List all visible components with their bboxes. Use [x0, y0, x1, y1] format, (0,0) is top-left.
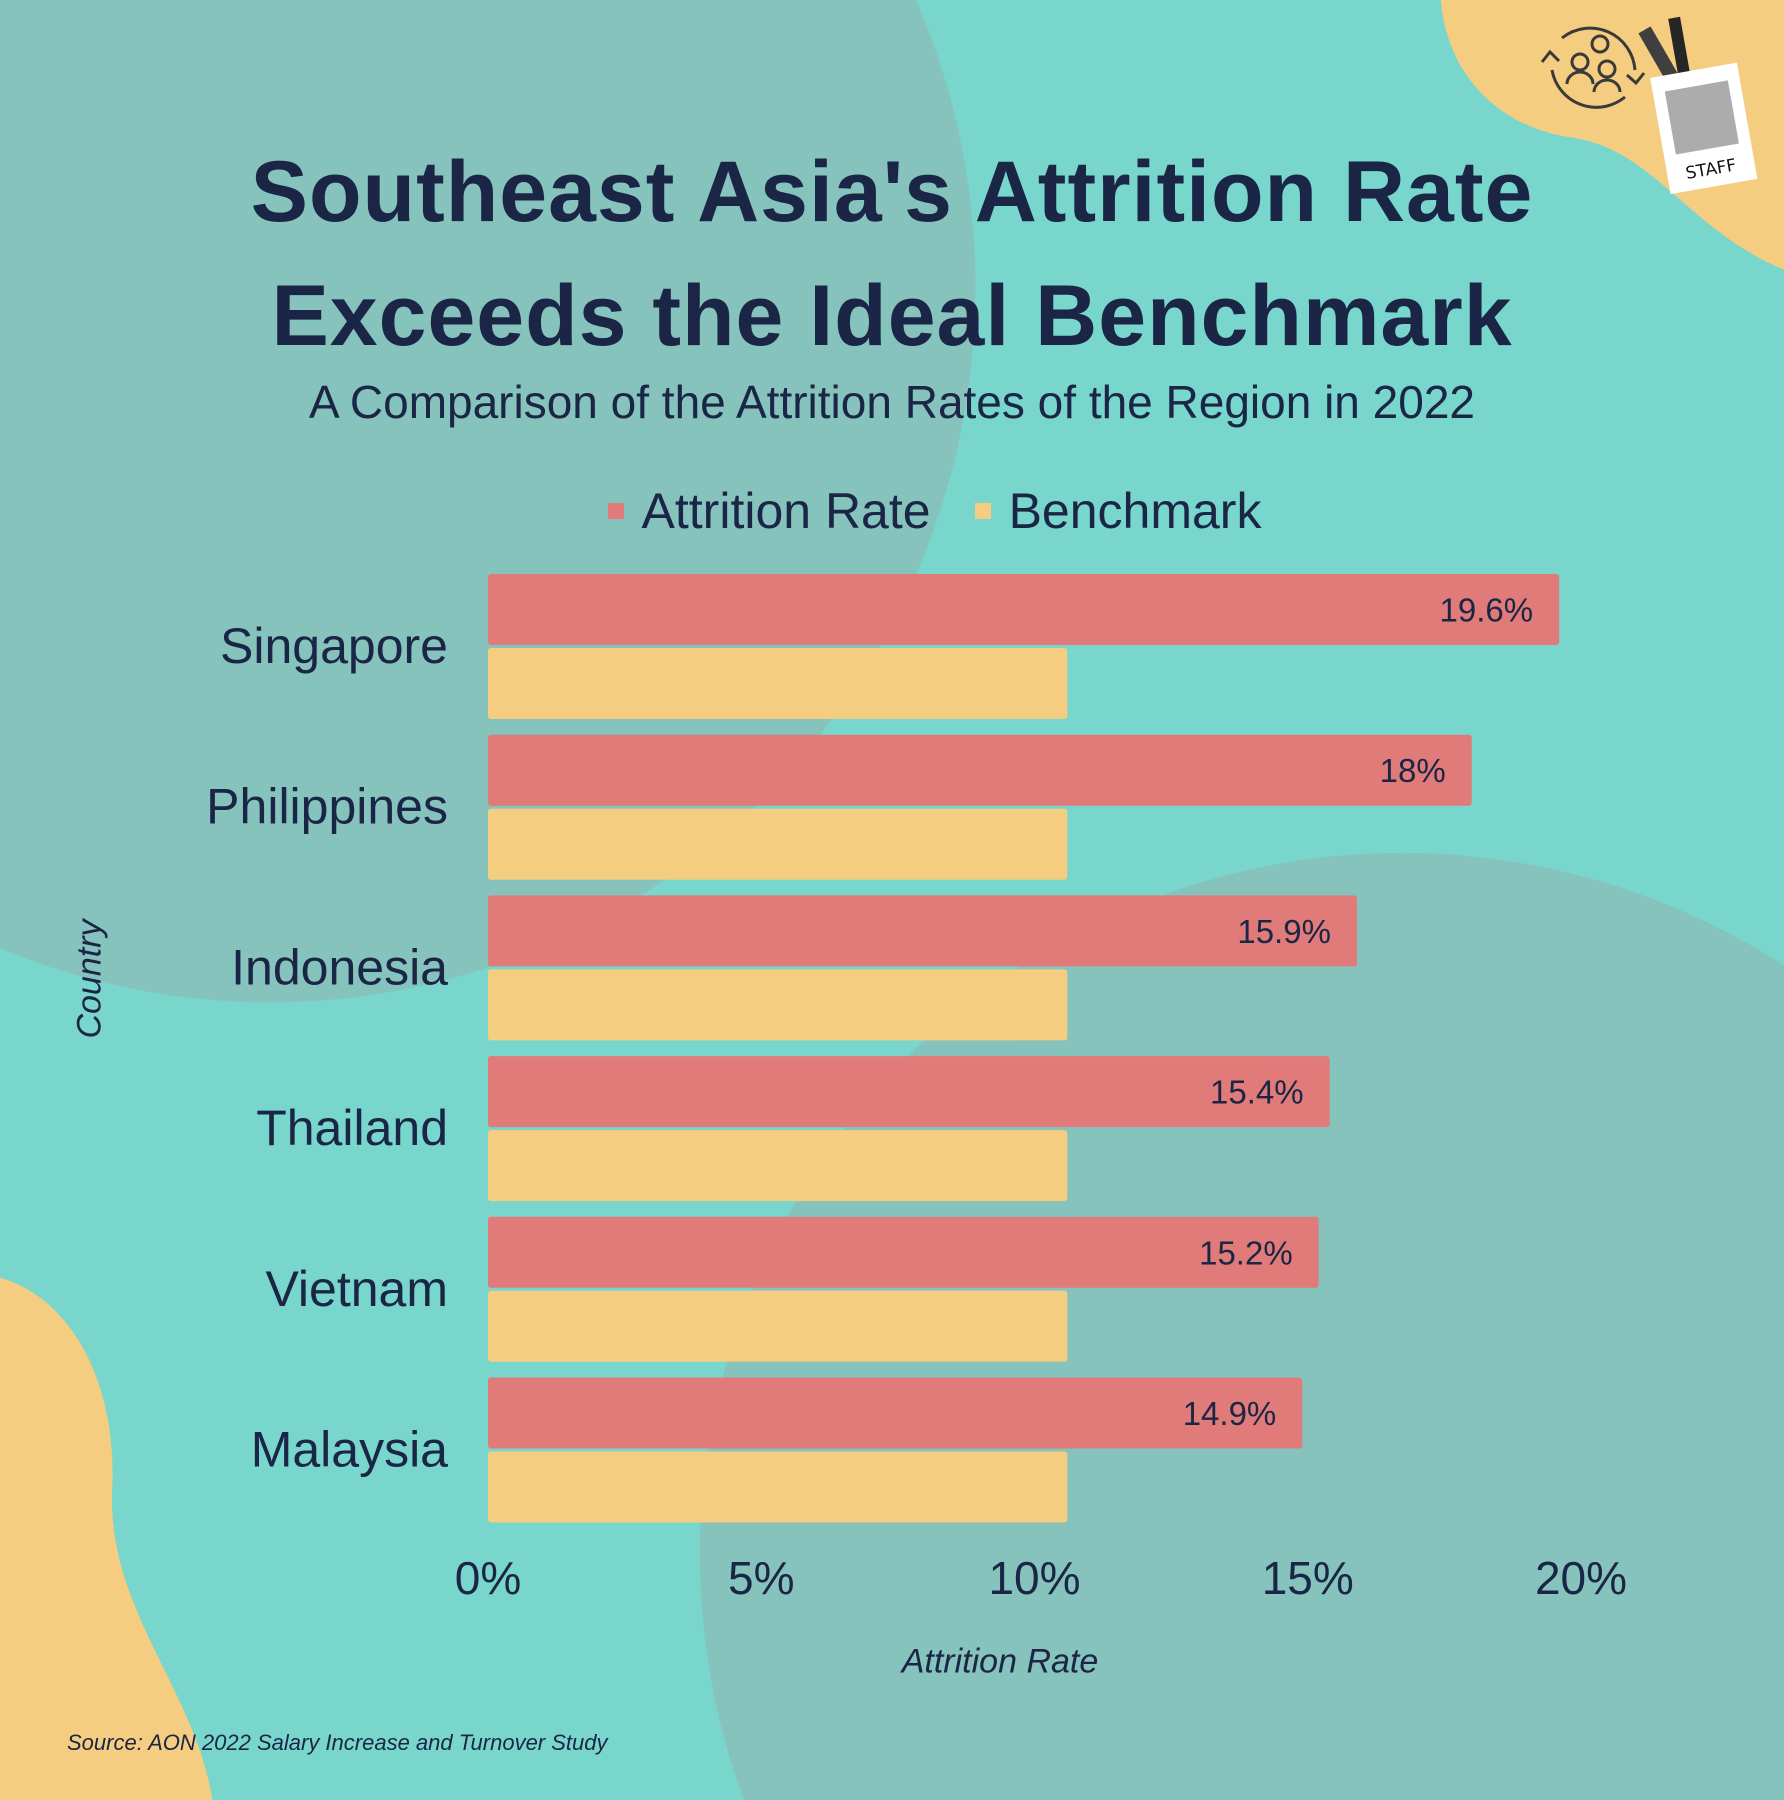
category-label-thailand: Thailand	[256, 1100, 448, 1156]
data-label-thailand: 15.4%	[1210, 1074, 1304, 1111]
y-axis-label: Country	[70, 919, 109, 1039]
bar-benchmark-indonesia	[488, 969, 1068, 1041]
bar-attrition-singapore	[488, 574, 1560, 645]
legend: Attrition Rate Benchmark	[0, 482, 1784, 540]
category-label-vietnam: Vietnam	[265, 1261, 448, 1317]
blob-bottom-left	[0, 1277, 213, 1800]
x-tick-label: 10%	[988, 1552, 1080, 1604]
category-label-singapore: Singapore	[220, 618, 448, 674]
legend-item-benchmark: Benchmark	[974, 482, 1262, 540]
people-rotation-icon	[1540, 26, 1646, 109]
bar-benchmark-malaysia	[488, 1451, 1068, 1523]
title-line-1: Southeast Asia's Attrition Rate	[250, 144, 1534, 240]
header-icons: STAFF	[1540, 16, 1758, 195]
data-label-indonesia: 15.9%	[1237, 913, 1331, 950]
bar-benchmark-vietnam	[488, 1290, 1068, 1362]
bar-attrition-philippines	[488, 734, 1472, 806]
data-label-malaysia: 14.9%	[1183, 1395, 1277, 1432]
bar-benchmark-thailand	[488, 1130, 1068, 1202]
legend-swatch-benchmark	[974, 503, 991, 519]
category-label-philippines: Philippines	[206, 779, 448, 835]
x-tick-label: 0%	[455, 1552, 521, 1604]
subtitle: A Comparison of the Attrition Rates of t…	[308, 376, 1476, 428]
x-tick-label: 5%	[728, 1552, 794, 1604]
bar-attrition-vietnam	[488, 1216, 1319, 1288]
data-label-vietnam: 15.2%	[1199, 1234, 1293, 1271]
bar-attrition-indonesia	[488, 895, 1357, 967]
legend-label-attrition: Attrition Rate	[641, 483, 931, 539]
staff-badge-icon: STAFF	[1638, 16, 1758, 195]
bar-benchmark-philippines	[488, 808, 1068, 880]
x-axis-label: Attrition Rate	[901, 1642, 1099, 1681]
category-label-indonesia: Indonesia	[231, 939, 448, 995]
x-tick-label: 15%	[1262, 1552, 1354, 1604]
bar-attrition-malaysia	[488, 1377, 1303, 1449]
source-note: Source: AON 2022 Salary Increase and Tur…	[67, 1730, 608, 1755]
title-line-2: Exceeds the Ideal Benchmark	[271, 268, 1513, 364]
data-label-singapore: 19.6%	[1440, 592, 1534, 629]
x-tick-label: 20%	[1535, 1552, 1627, 1604]
legend-swatch-attrition	[607, 503, 624, 519]
bar-benchmark-singapore	[488, 648, 1068, 719]
page-title: Southeast Asia's Attrition Rate Exceeds …	[0, 130, 1784, 378]
data-label-philippines: 18%	[1380, 752, 1446, 789]
category-label-malaysia: Malaysia	[251, 1422, 448, 1478]
legend-item-attrition: Attrition Rate	[607, 482, 931, 540]
bar-attrition-thailand	[488, 1056, 1330, 1128]
legend-label-benchmark: Benchmark	[1008, 483, 1262, 539]
blob-top-right	[1440, 0, 1784, 270]
